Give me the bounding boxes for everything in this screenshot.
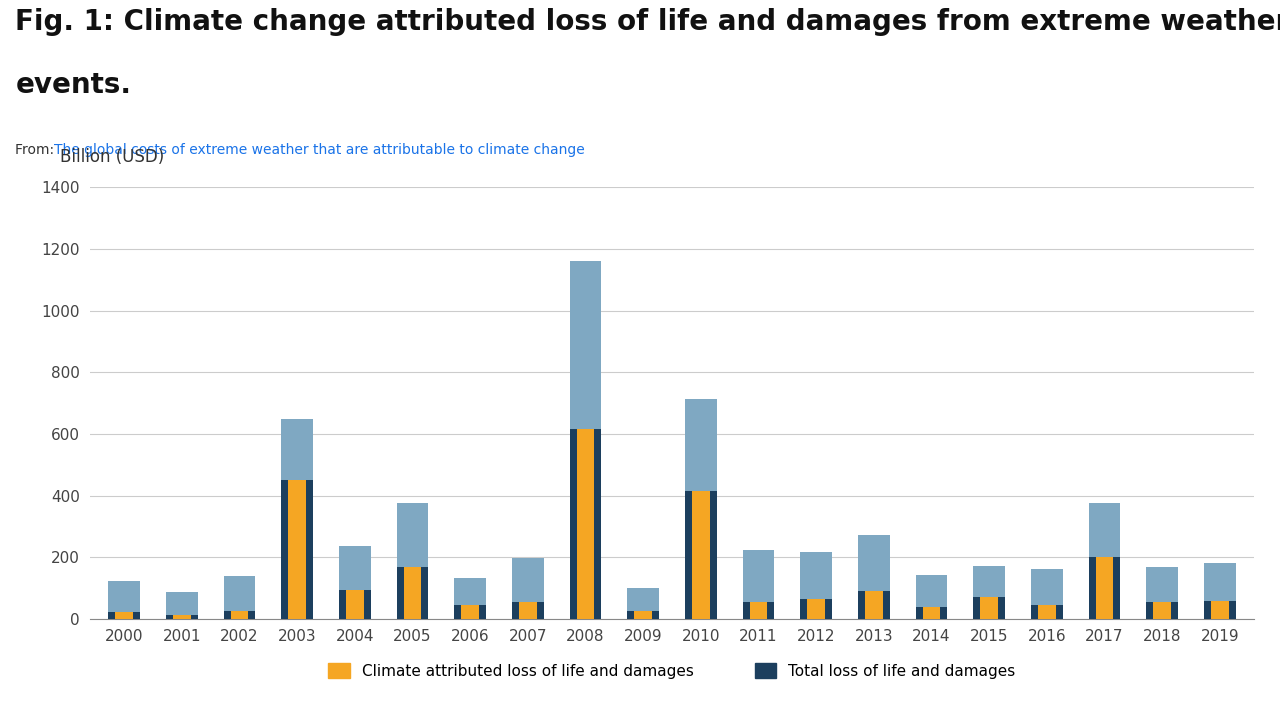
Bar bbox=[282, 480, 314, 619]
Bar bbox=[230, 611, 248, 619]
Bar bbox=[1038, 606, 1056, 619]
Bar bbox=[346, 590, 364, 619]
Bar bbox=[512, 558, 544, 619]
Bar bbox=[858, 535, 890, 619]
Bar bbox=[339, 590, 371, 619]
Bar bbox=[1211, 601, 1229, 619]
Bar bbox=[520, 602, 536, 619]
Bar bbox=[808, 599, 824, 619]
Bar bbox=[1147, 567, 1178, 619]
Bar bbox=[1088, 557, 1120, 619]
Bar bbox=[570, 261, 602, 619]
Bar bbox=[577, 429, 594, 619]
Bar bbox=[288, 480, 306, 619]
Bar bbox=[742, 602, 774, 619]
Bar bbox=[224, 576, 256, 619]
Bar bbox=[973, 597, 1005, 619]
Bar bbox=[742, 550, 774, 619]
Bar bbox=[1030, 606, 1062, 619]
Bar bbox=[685, 491, 717, 619]
Bar bbox=[1204, 563, 1235, 619]
Bar bbox=[166, 592, 197, 619]
Bar bbox=[109, 613, 140, 619]
Bar bbox=[115, 613, 133, 619]
Bar bbox=[512, 602, 544, 619]
Bar bbox=[1030, 569, 1062, 619]
Bar bbox=[685, 399, 717, 619]
Bar bbox=[454, 578, 486, 619]
Bar bbox=[339, 546, 371, 619]
Bar bbox=[915, 608, 947, 619]
Bar bbox=[800, 599, 832, 619]
Bar bbox=[454, 606, 486, 619]
Text: The global costs of extreme weather that are attributable to climate change: The global costs of extreme weather that… bbox=[54, 143, 585, 156]
Bar bbox=[750, 602, 767, 619]
Legend: Climate attributed loss of life and damages, Total loss of life and damages: Climate attributed loss of life and dama… bbox=[328, 663, 1016, 679]
Bar bbox=[1096, 557, 1114, 619]
Bar bbox=[1153, 602, 1171, 619]
Bar bbox=[397, 503, 429, 619]
Bar bbox=[462, 606, 479, 619]
Bar bbox=[1147, 602, 1178, 619]
Bar bbox=[1204, 601, 1235, 619]
Bar bbox=[980, 597, 998, 619]
Bar bbox=[635, 611, 652, 619]
Bar bbox=[865, 591, 882, 619]
Text: Billion (USD): Billion (USD) bbox=[60, 148, 165, 166]
Bar bbox=[923, 608, 941, 619]
Bar bbox=[915, 575, 947, 619]
Text: events.: events. bbox=[15, 71, 132, 99]
Bar bbox=[166, 615, 197, 619]
Bar bbox=[109, 580, 140, 619]
Bar bbox=[1088, 503, 1120, 619]
Bar bbox=[800, 552, 832, 619]
Bar bbox=[282, 418, 314, 619]
Bar bbox=[173, 615, 191, 619]
Bar bbox=[627, 611, 659, 619]
Bar bbox=[397, 567, 429, 619]
Text: From:: From: bbox=[15, 143, 59, 156]
Text: Fig. 1: Climate change attributed loss of life and damages from extreme weather: Fig. 1: Climate change attributed loss o… bbox=[15, 8, 1280, 36]
Bar bbox=[692, 491, 709, 619]
Bar bbox=[224, 611, 256, 619]
Bar bbox=[973, 566, 1005, 619]
Bar bbox=[570, 429, 602, 619]
Bar bbox=[858, 591, 890, 619]
Bar bbox=[403, 567, 421, 619]
Bar bbox=[627, 588, 659, 619]
